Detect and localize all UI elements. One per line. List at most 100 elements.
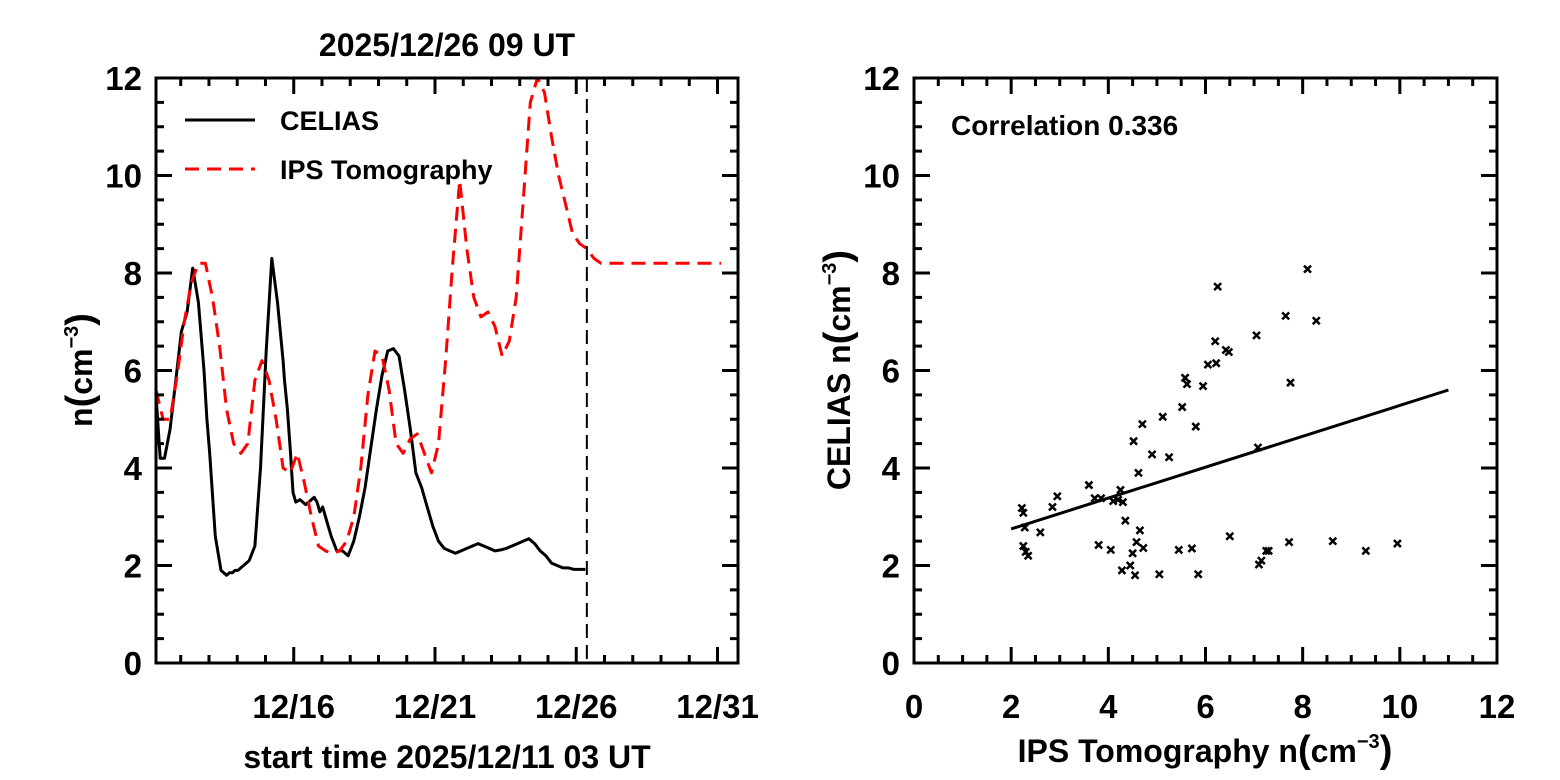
x-tick-label: 12/26 xyxy=(535,688,618,725)
x-tick-label: 12/16 xyxy=(252,688,335,725)
regression-line xyxy=(1010,388,1449,531)
scatter-point-stroke xyxy=(1052,491,1062,501)
scatter-point xyxy=(1311,316,1321,326)
x-tick-label: 6 xyxy=(1196,688,1214,725)
scatter-point xyxy=(1020,523,1030,532)
scatter-point-stroke xyxy=(1035,527,1045,537)
scatter-point xyxy=(1096,493,1106,503)
scatter-point-stroke xyxy=(1048,502,1057,512)
scatter-point-stroke xyxy=(1361,546,1371,556)
scatter-point-stroke xyxy=(1191,422,1201,431)
scatter-point xyxy=(1328,536,1338,546)
scatter-point-stroke xyxy=(1113,495,1123,505)
scatter-point xyxy=(1224,347,1234,357)
scatter-point-stroke xyxy=(1116,485,1125,495)
scatter-y-axis-label-exp: −3 xyxy=(819,263,841,286)
scatter-point-stroke xyxy=(1180,373,1190,383)
scatter-point xyxy=(1023,551,1033,561)
scatter-point-stroke xyxy=(1154,569,1164,579)
scatter-point-stroke xyxy=(1198,381,1208,391)
scatter-point-stroke xyxy=(1134,468,1143,478)
scatter-point-stroke xyxy=(1137,419,1147,429)
scatter-point xyxy=(1252,331,1261,340)
scatter-point-stroke xyxy=(1138,543,1148,553)
scatter-point xyxy=(1125,561,1135,570)
scatter-frame xyxy=(912,76,1499,665)
scatter-point-stroke xyxy=(1106,545,1116,555)
scatter-point xyxy=(1128,548,1138,558)
scatter-y-axis-label: CELIAS n(cm−3) xyxy=(817,250,859,490)
scatter-point xyxy=(1035,527,1045,537)
scatter-y-axis-label-unit: cm xyxy=(821,285,857,331)
legend-label-ips: IPS Tomography xyxy=(280,155,493,185)
y-tick-label: 2 xyxy=(882,548,900,585)
scatter-point-stroke xyxy=(1117,565,1127,575)
scatter-point-stroke xyxy=(1203,360,1213,370)
y-axis-label-main: n xyxy=(63,407,99,427)
scatter-point xyxy=(1135,526,1145,535)
series-line-ips-tomography xyxy=(154,76,721,555)
scatter-point xyxy=(1130,570,1140,580)
scatter-y-axis-label-main: CELIAS n xyxy=(821,344,857,490)
scatter-point xyxy=(1120,516,1130,526)
scatter-point-stroke xyxy=(1084,480,1094,490)
y-tick-label: 6 xyxy=(124,353,142,390)
scatter-point-stroke xyxy=(1311,316,1321,326)
scatter-point-stroke xyxy=(1213,282,1223,292)
scatter-point-stroke xyxy=(1129,436,1138,446)
scatter-point xyxy=(1187,544,1197,553)
x-tick-label: 12 xyxy=(1479,688,1516,725)
scatter-point xyxy=(1211,358,1221,368)
scatter-point-stroke xyxy=(1182,379,1192,389)
scatter-point xyxy=(1225,531,1235,541)
scatter-point-stroke xyxy=(1252,331,1261,340)
x-tick-label: 10 xyxy=(1381,688,1418,725)
scatter-point xyxy=(1116,485,1125,495)
scatter-point xyxy=(1256,556,1266,566)
y-tick-label: 6 xyxy=(882,353,900,390)
scatter-point xyxy=(1158,412,1168,422)
legend: CELIAS IPS Tomography xyxy=(185,106,493,185)
scatter-point-stroke xyxy=(1023,551,1033,561)
scatter-point xyxy=(1210,336,1220,346)
scatter-point xyxy=(1117,565,1127,575)
scatter-point-stroke xyxy=(1303,264,1312,274)
scatter-point-stroke xyxy=(1135,526,1145,535)
scatter-point xyxy=(1132,537,1141,547)
scatter-point xyxy=(1164,452,1174,462)
scatter-x-axis-label-unit: cm xyxy=(1311,733,1357,769)
scatter-point-stroke xyxy=(1256,556,1266,566)
y-tick-label: 8 xyxy=(882,255,900,292)
x-axis-label: start time 2025/12/11 03 UT xyxy=(243,739,651,775)
scatter-point-stroke xyxy=(1393,539,1402,548)
scatter-point xyxy=(1177,402,1187,412)
scatter-x-axis-label-main: IPS Tomography n xyxy=(1018,733,1298,769)
legend-label-celias: CELIAS xyxy=(280,106,379,136)
scatter-point xyxy=(1303,264,1312,274)
scatter-plot-area xyxy=(1010,264,1449,580)
scatter-point-stroke xyxy=(1120,516,1130,526)
scatter-point xyxy=(1154,569,1164,579)
y-tick-label: 10 xyxy=(105,158,142,195)
scatter-point-stroke xyxy=(1147,449,1157,459)
scatter-point-stroke xyxy=(1018,508,1028,518)
scatter-point xyxy=(1052,491,1062,501)
y-tick-label: 12 xyxy=(863,60,900,97)
scatter-point-stroke xyxy=(1020,523,1030,532)
y-tick-label: 10 xyxy=(863,158,900,195)
scatter-point xyxy=(1118,497,1128,507)
x-tick-label: 4 xyxy=(1099,688,1118,725)
y-tick-label: 0 xyxy=(124,645,142,682)
correlation-annotation: Correlation 0.336 xyxy=(951,110,1178,141)
scatter-point-stroke xyxy=(1187,544,1197,553)
scatter-point-stroke xyxy=(1130,570,1140,580)
scatter-panel: 0 2 4 6 8 10 12 0 2 4 6 8 10 12 Correlation 0.336 CEL… xyxy=(817,60,1515,771)
scatter-point xyxy=(1284,537,1294,547)
scatter-point-stroke xyxy=(1177,402,1187,412)
scatter-point-stroke xyxy=(1158,412,1168,422)
scatter-point-stroke xyxy=(1096,493,1106,503)
scatter-point xyxy=(1361,546,1371,556)
scatter-x-axis-label-exp: −3 xyxy=(1357,731,1380,753)
chart-title: 2025/12/26 09 UT xyxy=(319,27,576,63)
scatter-point xyxy=(1264,546,1274,556)
